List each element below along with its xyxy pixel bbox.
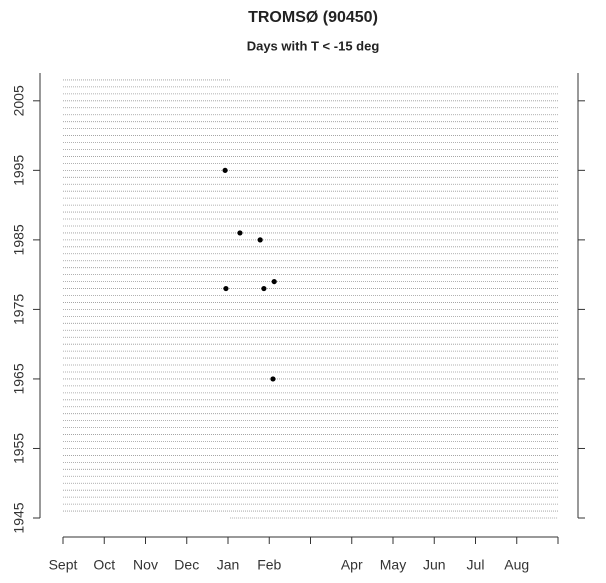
point xyxy=(237,230,243,236)
x-tick-label: Jul xyxy=(467,557,485,573)
chart-title: TROMSØ (90450) xyxy=(248,9,378,26)
chart-subtitle: Days with T < -15 deg xyxy=(247,38,380,53)
point xyxy=(222,167,228,173)
y-tick-label: 2005 xyxy=(11,85,27,116)
x-tick-label: Apr xyxy=(341,557,363,573)
x-tick-label: May xyxy=(380,557,406,573)
x-tick-label: Jun xyxy=(423,557,446,573)
y-tick-label: 1955 xyxy=(11,433,27,464)
x-tick-label: Oct xyxy=(93,557,115,573)
point xyxy=(261,285,267,292)
y-tick-label: 1975 xyxy=(11,294,27,325)
point xyxy=(271,278,277,285)
x-tick-label: Nov xyxy=(133,557,158,573)
y-tick-label: 1945 xyxy=(11,502,27,533)
y-tick-label: 1965 xyxy=(11,363,27,394)
x-tick-label: Dec xyxy=(174,557,199,573)
point xyxy=(257,237,263,243)
point xyxy=(223,285,229,292)
x-tick-label: Aug xyxy=(504,557,529,573)
point xyxy=(270,376,276,382)
x-tick-label: Feb xyxy=(257,557,281,573)
x-tick-label: Sept xyxy=(49,557,78,573)
y-tick-label: 1995 xyxy=(11,155,27,186)
y-tick-label: 1985 xyxy=(11,224,27,255)
x-tick-label: Jan xyxy=(217,557,240,573)
